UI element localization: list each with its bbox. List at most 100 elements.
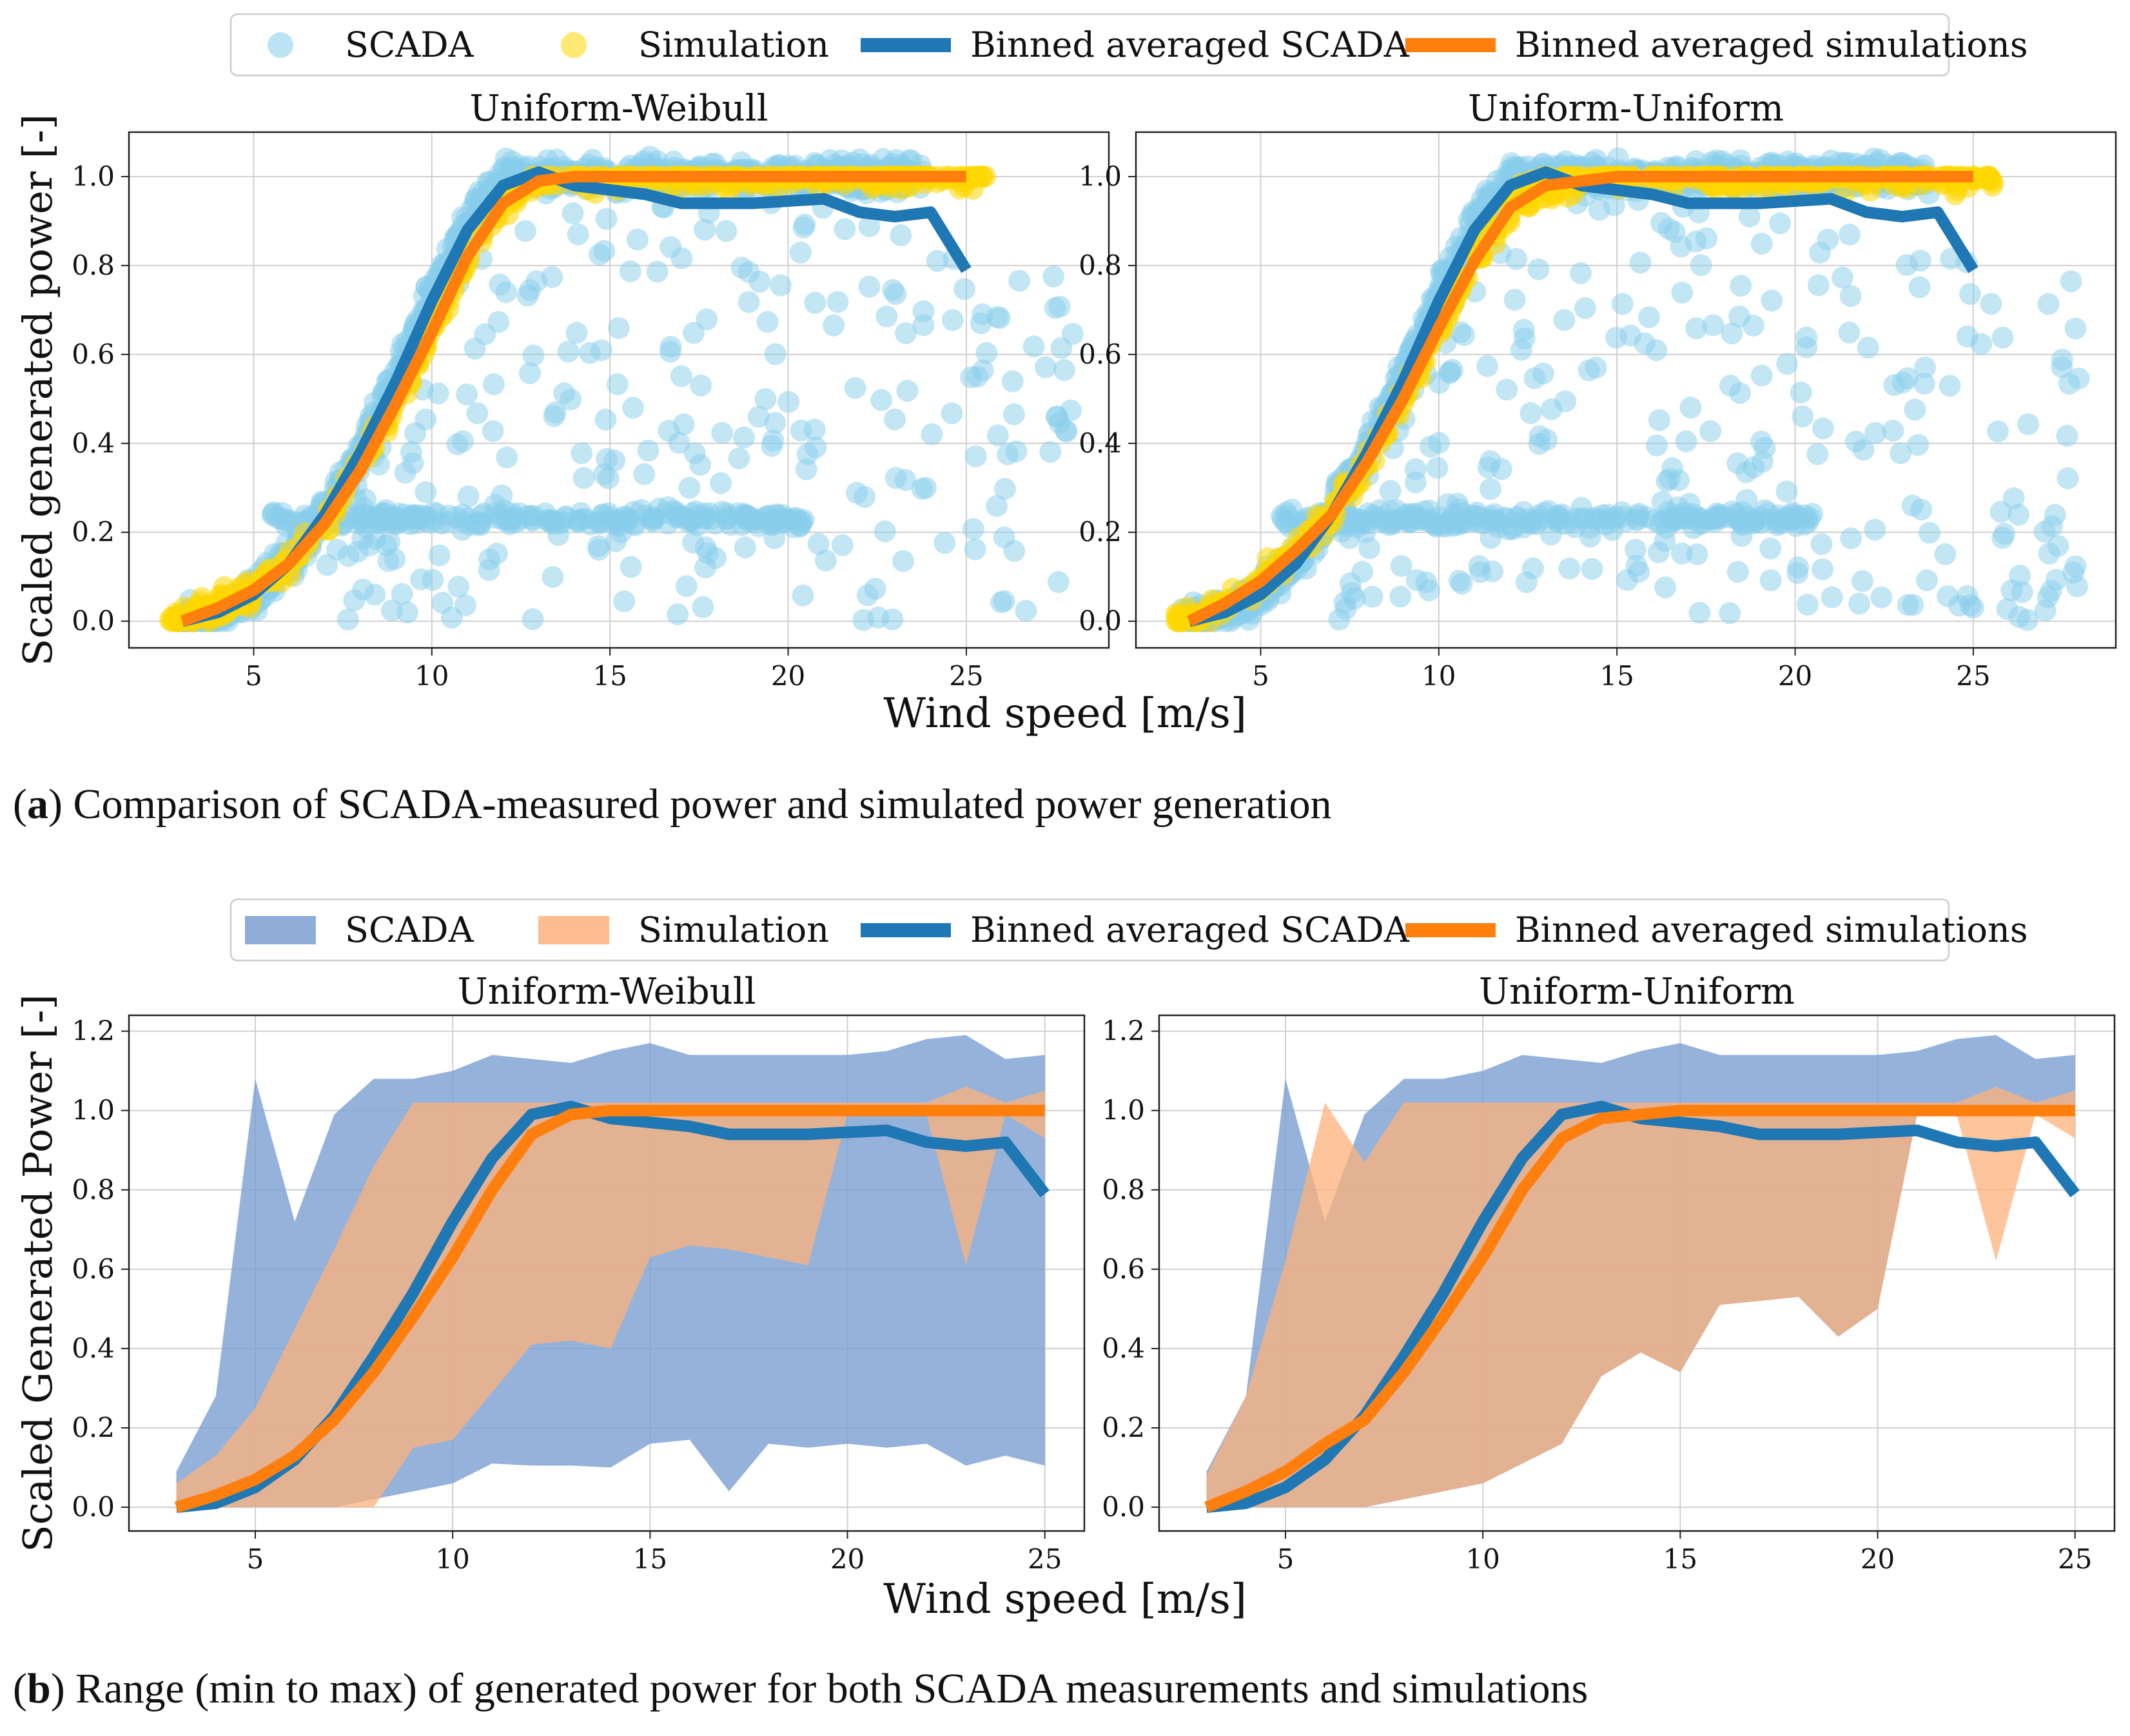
scada-point <box>1913 373 1935 395</box>
scada-point <box>764 412 787 434</box>
scada-point <box>856 584 879 607</box>
scada-point <box>975 342 998 364</box>
scada-point <box>1795 326 1818 349</box>
scada-point <box>794 213 816 236</box>
scada-point <box>522 608 544 630</box>
scada-point <box>496 446 518 469</box>
scada-point <box>1579 525 1601 548</box>
scada-point <box>1939 375 1961 397</box>
scada-point <box>1812 417 1834 440</box>
simulation-range-band <box>1206 1086 2075 1508</box>
scada-point <box>1795 507 1818 529</box>
legend-label: Simulation <box>638 910 829 950</box>
x-tick-label: 25 <box>949 660 983 692</box>
scada-point <box>1707 504 1730 527</box>
scada-point <box>803 418 826 441</box>
scada-point <box>1554 390 1577 413</box>
scada-point <box>1656 517 1678 540</box>
legend-line-swatch <box>861 923 951 937</box>
scada-point <box>337 608 359 630</box>
scada-point <box>1844 430 1867 453</box>
y-tick-label: 0.0 <box>1079 605 1122 637</box>
scada-point <box>1907 434 1930 456</box>
scada-point <box>870 389 893 411</box>
y-tick-label: 0.0 <box>1102 1491 1145 1523</box>
scada-point <box>1750 364 1773 387</box>
scada-point <box>1890 442 1912 464</box>
scada-point <box>2037 293 2060 315</box>
scada-point <box>874 520 896 543</box>
axes-frame <box>128 1014 1086 1532</box>
scada-point <box>1061 322 1084 345</box>
scada-point <box>986 494 1008 517</box>
scada-point <box>2056 424 2078 447</box>
scada-point <box>562 202 584 224</box>
scada-point <box>896 380 919 402</box>
scada-point <box>547 523 570 546</box>
scada-point <box>993 526 1015 549</box>
scada-point <box>1908 276 1931 298</box>
scada-point <box>402 452 424 474</box>
x-tick-label: 20 <box>1778 660 1812 692</box>
scada-point <box>762 429 785 452</box>
scada-point <box>489 273 511 296</box>
scada-point <box>578 342 601 364</box>
scada-point <box>2062 561 2085 584</box>
scada-point <box>1468 555 1490 578</box>
y-tick-label: 0.6 <box>72 1253 115 1285</box>
scada-point <box>1479 509 1501 531</box>
x-tick-label: 5 <box>247 1543 264 1575</box>
panel-title: Uniform-Uniform <box>1479 971 1795 1013</box>
scada-point <box>993 478 1016 500</box>
scada-point <box>1426 456 1449 479</box>
scada-point <box>834 218 856 240</box>
scada-point <box>1670 542 1693 565</box>
scada-point <box>1910 498 1933 521</box>
axes-frame <box>1158 1014 2116 1532</box>
scada-point <box>884 408 906 431</box>
y-tick-label: 0.8 <box>72 1174 115 1205</box>
scada-point <box>482 420 504 442</box>
scada-point <box>2057 467 2079 489</box>
scada-point <box>1419 435 1441 458</box>
scada-point <box>1776 353 1799 375</box>
scada-point <box>738 291 760 313</box>
plot-area <box>1204 1035 2080 1514</box>
scada-point <box>1404 471 1427 494</box>
scada-point <box>735 505 757 528</box>
scada-point <box>1603 194 1626 217</box>
scada-point <box>1685 317 1708 340</box>
scada-point <box>858 275 881 298</box>
scada-point <box>1528 433 1550 455</box>
scada-point <box>1667 496 1690 519</box>
simulation-point <box>1975 168 1997 190</box>
y-axis-label-a: Scaled generated power [-] <box>14 114 61 666</box>
scada-point <box>941 309 964 331</box>
y-tick-label: 1.2 <box>1102 1015 1145 1047</box>
scada-point <box>1574 297 1596 320</box>
scada-point <box>1570 262 1592 284</box>
scada-point <box>715 220 738 242</box>
scada-point <box>1989 501 2012 523</box>
scada-point <box>1647 541 1670 563</box>
scada-point <box>567 223 589 246</box>
scada-point <box>516 284 539 307</box>
y-tick-label: 1.0 <box>1079 161 1122 192</box>
scada-point <box>1675 430 1697 453</box>
scada-point <box>1418 579 1440 601</box>
scada-point <box>1527 258 1550 280</box>
scada-point <box>2002 487 2025 509</box>
x-tick-label: 25 <box>2058 1543 2092 1575</box>
caption-a: (a) Comparison of SCADA-measured power a… <box>13 780 1332 829</box>
scada-point <box>607 317 630 340</box>
scada-point <box>670 365 692 387</box>
scada-point <box>1730 525 1753 547</box>
x-tick-label: 20 <box>1861 1543 1895 1575</box>
scada-point <box>1796 593 1819 616</box>
x-tick-label: 5 <box>1252 660 1269 692</box>
scada-point <box>1479 478 1501 500</box>
scada-point <box>544 401 567 424</box>
scada-point <box>692 596 714 618</box>
caption-b: (b) Range (min to max) of generated powe… <box>13 1664 1588 1713</box>
x-tick-label: 15 <box>592 660 627 692</box>
